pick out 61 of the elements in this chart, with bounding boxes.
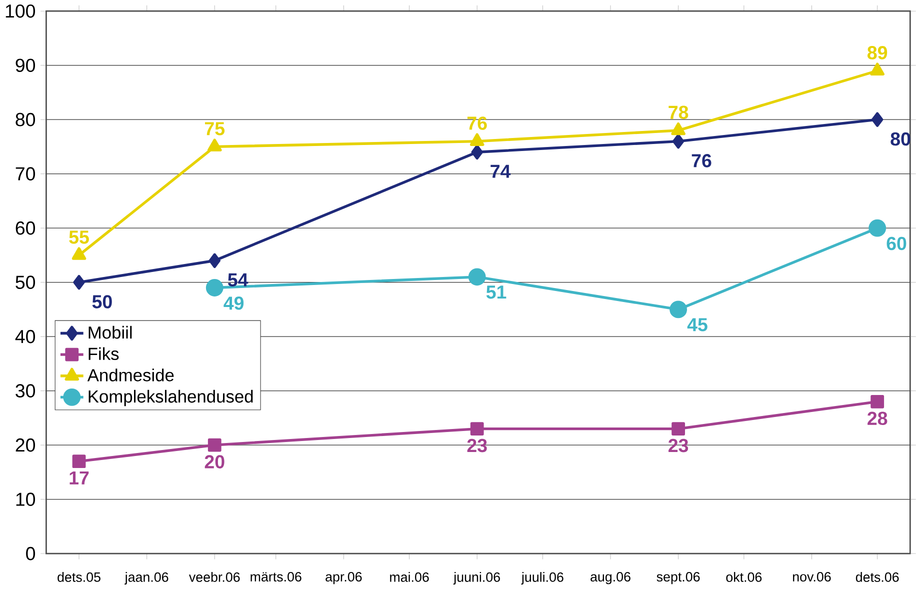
legend-label: Andmeside (87, 368, 174, 382)
y-tick-label: 50 (16, 276, 36, 289)
data-label: 49 (224, 296, 244, 310)
x-tick-label: juuni.06 (453, 572, 500, 585)
y-tick-label: 40 (15, 330, 36, 344)
x-tick-label: jaan.06 (124, 572, 168, 585)
point (868, 219, 886, 237)
y-tick-label: 20 (16, 438, 36, 452)
point (208, 438, 222, 452)
legend-label: Mobiil (88, 326, 132, 339)
data-label: 76 (467, 116, 487, 130)
data-label: 17 (70, 471, 89, 484)
x-tick-label: mai.06 (390, 572, 429, 582)
x-tick-label: dets.05 (58, 572, 100, 582)
y-tick-label: 0 (26, 546, 36, 560)
point (470, 133, 484, 146)
point (671, 122, 686, 136)
x-tick-label: märts.06 (250, 572, 302, 582)
point (670, 300, 688, 318)
point (471, 144, 483, 160)
data-label: 28 (868, 412, 888, 426)
x-tick-label: okt.06 (726, 572, 762, 582)
point (72, 454, 86, 468)
data-label: 50 (92, 295, 112, 308)
y-tick-label: 70 (16, 167, 36, 180)
point (870, 394, 884, 408)
point (870, 62, 884, 76)
x-tick-label: nov.06 (792, 572, 831, 582)
x-tick-label: sept.06 (656, 572, 700, 584)
point (206, 279, 224, 296)
x-tick-label: aug.06 (590, 572, 630, 584)
y-tick-label: 80 (16, 112, 36, 126)
point (470, 422, 484, 436)
data-label: 51 (486, 286, 506, 299)
point (672, 422, 686, 436)
x-tick-label: juuli.06 (521, 572, 564, 585)
data-label: 89 (867, 46, 888, 60)
point (871, 112, 884, 127)
y-tick-label: 10 (16, 492, 36, 506)
data-label: 55 (69, 230, 89, 244)
data-label: 45 (687, 318, 708, 332)
point (672, 134, 684, 149)
y-tick-label: 100 (6, 4, 36, 18)
point (468, 268, 486, 286)
data-label: 75 (204, 122, 225, 136)
y-tick-label: 90 (16, 58, 36, 72)
data-label: 76 (692, 154, 712, 168)
point (207, 138, 222, 152)
legend-label: Komplekslahendused (88, 390, 253, 406)
legend-label: Fiks (88, 347, 119, 360)
point (208, 253, 220, 268)
x-tick-label: dets.06 (856, 572, 899, 582)
data-label: 20 (204, 455, 224, 468)
data-label: 78 (668, 106, 688, 120)
point (72, 247, 86, 260)
x-tick-label: veebr.06 (188, 572, 240, 582)
y-tick-label: 60 (16, 221, 36, 235)
point (73, 274, 85, 290)
y-tick-label: 30 (16, 384, 36, 398)
x-tick-label: apr.06 (326, 572, 362, 584)
data-label: 60 (886, 236, 906, 250)
